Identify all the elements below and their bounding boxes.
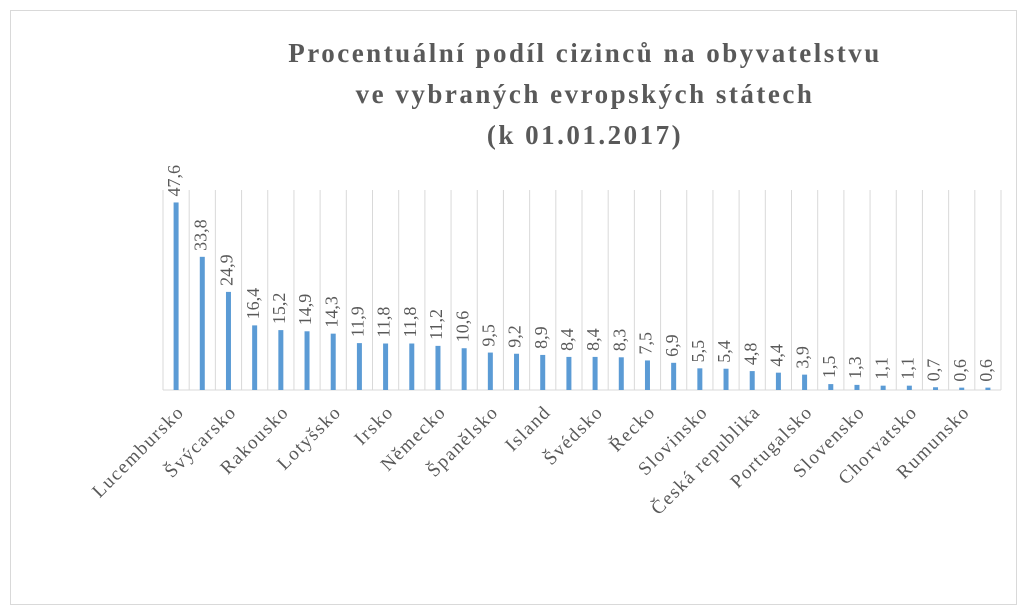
bar bbox=[225, 291, 231, 390]
bar bbox=[278, 330, 284, 390]
bar bbox=[566, 356, 572, 390]
bar bbox=[828, 384, 834, 390]
data-label: 11,8 bbox=[374, 307, 394, 338]
bar bbox=[697, 368, 703, 390]
bar bbox=[671, 362, 677, 390]
data-label: 16,4 bbox=[243, 288, 263, 320]
bar bbox=[723, 368, 729, 390]
data-label: 11,2 bbox=[426, 309, 446, 340]
data-label: 11,9 bbox=[348, 306, 368, 337]
bar bbox=[959, 387, 965, 390]
bar bbox=[802, 374, 808, 390]
data-label: 4,4 bbox=[767, 344, 787, 367]
data-label: 0,6 bbox=[950, 359, 970, 382]
data-label: 14,3 bbox=[321, 296, 341, 328]
data-label: 33,8 bbox=[190, 219, 210, 251]
data-label: 47,6 bbox=[164, 165, 184, 197]
data-label: 1,5 bbox=[819, 356, 839, 379]
bar bbox=[199, 256, 205, 390]
bar bbox=[985, 387, 991, 390]
data-label: 4,8 bbox=[740, 343, 760, 366]
data-label: 6,9 bbox=[662, 334, 682, 357]
bar bbox=[644, 360, 650, 390]
bar bbox=[487, 352, 493, 390]
data-label: 0,6 bbox=[976, 359, 996, 382]
bar bbox=[514, 353, 520, 390]
data-label: 8,3 bbox=[609, 329, 629, 352]
bar bbox=[906, 385, 912, 390]
bar bbox=[330, 333, 336, 390]
bar bbox=[409, 343, 415, 390]
bar bbox=[775, 372, 781, 390]
bar bbox=[304, 331, 310, 390]
data-label: 9,5 bbox=[478, 324, 498, 347]
bar bbox=[383, 343, 389, 390]
chart-title: Procentuální podíl cizinců na obyvatelst… bbox=[288, 38, 882, 68]
data-label: 7,5 bbox=[636, 332, 656, 355]
data-label: 3,9 bbox=[793, 346, 813, 369]
data-label: 8,9 bbox=[531, 326, 551, 349]
bar bbox=[749, 371, 755, 390]
bar bbox=[435, 345, 441, 390]
bar bbox=[618, 357, 624, 390]
data-label: 15,2 bbox=[269, 293, 289, 325]
data-label: 1,1 bbox=[871, 357, 891, 380]
bar bbox=[461, 348, 467, 390]
bar bbox=[356, 343, 362, 390]
data-label: 8,4 bbox=[583, 328, 603, 351]
data-label: 10,6 bbox=[452, 311, 472, 343]
data-label: 5,5 bbox=[688, 340, 708, 363]
bar bbox=[173, 202, 179, 390]
bar bbox=[252, 325, 258, 390]
data-label: 14,9 bbox=[295, 294, 315, 326]
data-label: 11,8 bbox=[400, 307, 420, 338]
data-label: 24,9 bbox=[217, 254, 237, 286]
bar bbox=[540, 354, 546, 390]
bar bbox=[880, 385, 886, 390]
data-label: 8,4 bbox=[557, 328, 577, 351]
data-label: 9,2 bbox=[505, 325, 525, 348]
data-label: 1,3 bbox=[845, 356, 865, 379]
chart-title: (k 01.01.2017) bbox=[487, 120, 683, 150]
bar bbox=[854, 384, 860, 390]
data-label: 5,4 bbox=[714, 340, 734, 363]
bar bbox=[933, 387, 939, 390]
bar bbox=[592, 356, 598, 390]
data-label: 0,7 bbox=[924, 359, 944, 382]
data-label: 1,1 bbox=[897, 357, 917, 380]
chart-title: ve vybraných evropských státech bbox=[356, 79, 815, 109]
